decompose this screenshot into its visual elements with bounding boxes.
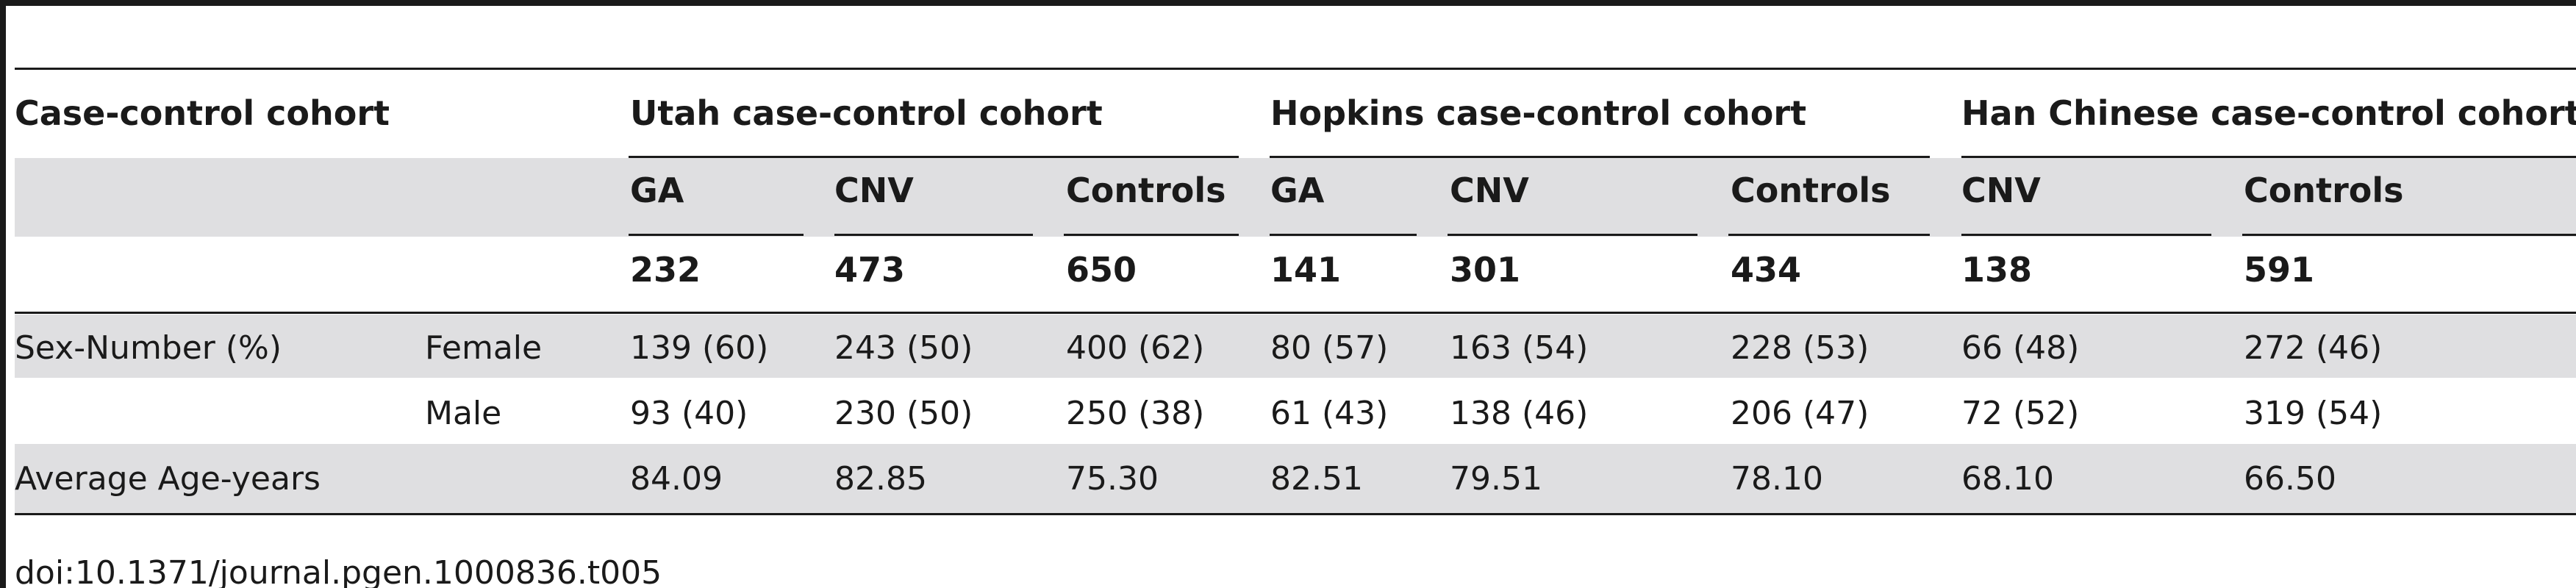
group-rule-hopkins: [1270, 156, 1930, 158]
group-header-han: Han Chinese case-control cohort: [1961, 93, 2576, 133]
table-cell: 243 (50): [834, 329, 973, 367]
column-header: Controls: [1731, 171, 1891, 210]
column-count: 591: [2244, 250, 2315, 290]
sub-rule-1: [629, 234, 804, 236]
table-cell: 80 (57): [1270, 329, 1389, 367]
column-count: 138: [1961, 250, 2033, 290]
table-cell: 66.50: [2244, 460, 2336, 498]
table-cell: 138 (46): [1450, 395, 1589, 432]
table-cell: 78.10: [1731, 460, 1823, 498]
group-header-hopkins: Hopkins case-control cohort: [1270, 93, 1807, 133]
column-count: 650: [1066, 250, 1137, 290]
group-rule-utah: [629, 156, 1239, 158]
band-age-row: [15, 444, 2576, 513]
table-bottom-rule: [15, 513, 2576, 515]
table-cell: 139 (60): [630, 329, 769, 367]
row-sublabel: Male: [425, 395, 502, 432]
table-cell: 400 (62): [1066, 329, 1205, 367]
table-cell: 82.51: [1270, 460, 1363, 498]
header-bottom-rule: [15, 312, 2576, 314]
table-cell: 163 (54): [1450, 329, 1589, 367]
column-header: CNV: [1961, 171, 2041, 210]
column-header: CNV: [1450, 171, 1529, 210]
row-label: Average Age-years: [15, 460, 321, 498]
table-cell: 272 (46): [2244, 329, 2383, 367]
row-label-header: Case-control cohort: [15, 93, 390, 133]
column-header: Controls: [1066, 171, 1226, 210]
sub-rule-5: [1448, 234, 1697, 236]
table-cell: 68.10: [1961, 460, 2054, 498]
column-count: 434: [1731, 250, 1802, 290]
doi-reference: doi:10.1371/journal.pgen.1000836.t005: [15, 554, 662, 588]
column-header: Controls: [2244, 171, 2404, 210]
column-count: 301: [1450, 250, 1521, 290]
table-cell: 61 (43): [1270, 395, 1389, 432]
table-cell: 230 (50): [834, 395, 973, 432]
table-cell: 250 (38): [1066, 395, 1205, 432]
sub-rule-8: [2242, 234, 2576, 236]
row-label: Sex-Number (%): [15, 329, 282, 367]
band-female-row: [15, 315, 2576, 378]
table-cell: 206 (47): [1731, 395, 1870, 432]
column-count: 141: [1270, 250, 1342, 290]
table-cell: 84.09: [630, 460, 723, 498]
group-header-utah: Utah case-control cohort: [630, 93, 1103, 133]
table-cell: 66 (48): [1961, 329, 2080, 367]
table-cell: 82.85: [834, 460, 927, 498]
top-border: [0, 0, 2576, 6]
column-header: GA: [630, 171, 684, 210]
sub-rule-3: [1064, 234, 1239, 236]
row-sublabel: Female: [425, 329, 543, 367]
column-count: 232: [630, 250, 701, 290]
group-rule-han: [1961, 156, 2576, 158]
sub-rule-2: [834, 234, 1033, 236]
column-count: 473: [834, 250, 906, 290]
sub-rule-4: [1270, 234, 1417, 236]
band-header-row2: [15, 158, 2576, 237]
table-top-rule: [15, 68, 2576, 70]
table-cell: 79.51: [1450, 460, 1542, 498]
sub-rule-6: [1728, 234, 1930, 236]
table-cell: 319 (54): [2244, 395, 2383, 432]
left-border: [0, 0, 6, 588]
table-cell: 72 (52): [1961, 395, 2080, 432]
table-cell: 75.30: [1066, 460, 1159, 498]
table-cell: 93 (40): [630, 395, 748, 432]
column-header: CNV: [834, 171, 914, 210]
table-cell: 228 (53): [1731, 329, 1870, 367]
sub-rule-7: [1961, 234, 2211, 236]
column-header: GA: [1270, 171, 1325, 210]
